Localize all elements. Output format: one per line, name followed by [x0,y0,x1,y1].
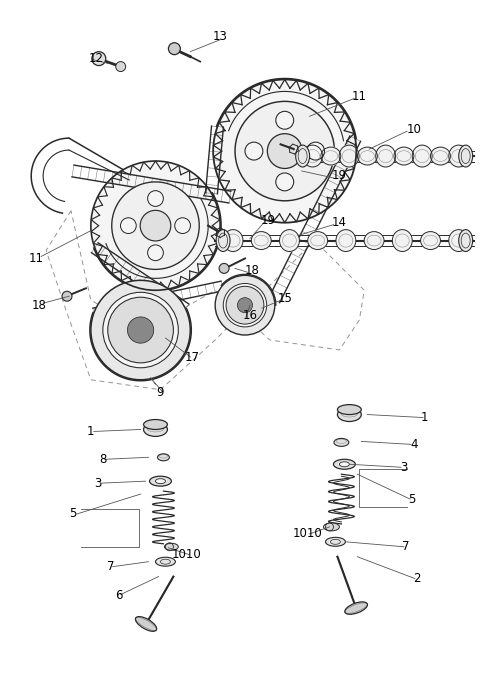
Ellipse shape [449,228,468,253]
Text: 14: 14 [332,216,347,229]
Circle shape [168,42,180,55]
Circle shape [276,173,294,191]
Text: 3: 3 [400,461,408,474]
Circle shape [120,218,136,233]
Circle shape [108,297,173,363]
Circle shape [235,101,335,201]
Text: 6: 6 [115,589,122,602]
Ellipse shape [392,228,412,253]
Text: 15: 15 [277,292,292,305]
Circle shape [116,61,126,71]
Text: 19: 19 [260,214,276,227]
Text: 18: 18 [32,299,47,311]
Circle shape [226,286,264,324]
Ellipse shape [156,557,175,566]
Text: 1: 1 [420,411,428,424]
Ellipse shape [150,477,171,486]
Ellipse shape [364,231,384,251]
Circle shape [148,245,163,261]
Circle shape [112,182,199,270]
Text: 5: 5 [408,493,416,506]
Ellipse shape [296,145,310,167]
Ellipse shape [420,231,441,251]
Circle shape [213,80,356,222]
Ellipse shape [339,144,359,168]
Circle shape [148,191,163,206]
Text: 1010: 1010 [171,548,201,561]
Ellipse shape [308,231,328,251]
Circle shape [103,293,178,368]
Ellipse shape [156,479,166,484]
Circle shape [238,298,252,313]
Ellipse shape [394,146,414,166]
Text: 1010: 1010 [293,527,323,541]
Ellipse shape [334,459,355,469]
Text: 4: 4 [410,438,418,451]
Ellipse shape [325,537,346,547]
Ellipse shape [223,228,243,253]
Circle shape [175,218,191,233]
Text: 16: 16 [242,309,257,321]
Ellipse shape [252,231,271,251]
Ellipse shape [337,404,361,415]
Ellipse shape [321,146,341,166]
Ellipse shape [449,144,468,168]
Text: 9: 9 [156,386,164,399]
Circle shape [219,264,229,274]
Ellipse shape [334,438,349,446]
Ellipse shape [279,228,300,253]
Text: 2: 2 [413,572,420,585]
Circle shape [62,291,72,301]
Text: 1: 1 [87,425,95,438]
Ellipse shape [412,144,432,168]
Ellipse shape [358,146,377,166]
Ellipse shape [345,602,368,614]
Ellipse shape [165,543,179,550]
Circle shape [223,284,267,327]
Ellipse shape [144,419,168,429]
Circle shape [128,317,154,343]
Ellipse shape [339,462,349,466]
Circle shape [267,133,302,168]
Ellipse shape [376,144,396,168]
Text: 5: 5 [69,508,77,520]
Text: 11: 11 [352,90,367,103]
Ellipse shape [157,454,169,461]
Circle shape [91,280,190,379]
Ellipse shape [144,423,168,437]
Text: 11: 11 [29,252,44,265]
Text: 12: 12 [88,52,103,65]
Ellipse shape [324,523,339,531]
Circle shape [307,142,324,160]
Text: 18: 18 [244,264,259,277]
Text: 17: 17 [185,351,200,365]
Text: 3: 3 [94,477,101,489]
Text: 13: 13 [213,30,228,43]
Circle shape [91,161,220,290]
Circle shape [92,52,106,65]
Text: 19: 19 [332,169,347,183]
Circle shape [276,111,294,129]
Text: 7: 7 [107,560,115,573]
Circle shape [215,276,275,335]
Ellipse shape [337,408,361,421]
Ellipse shape [459,230,473,251]
Text: 7: 7 [402,541,410,553]
Text: 8: 8 [99,453,107,466]
Ellipse shape [459,145,473,167]
Ellipse shape [302,144,323,168]
Ellipse shape [135,617,156,632]
Ellipse shape [431,146,450,166]
Ellipse shape [336,228,356,253]
Ellipse shape [216,230,230,251]
Circle shape [140,210,171,241]
Circle shape [245,142,263,160]
Text: 10: 10 [407,123,421,135]
